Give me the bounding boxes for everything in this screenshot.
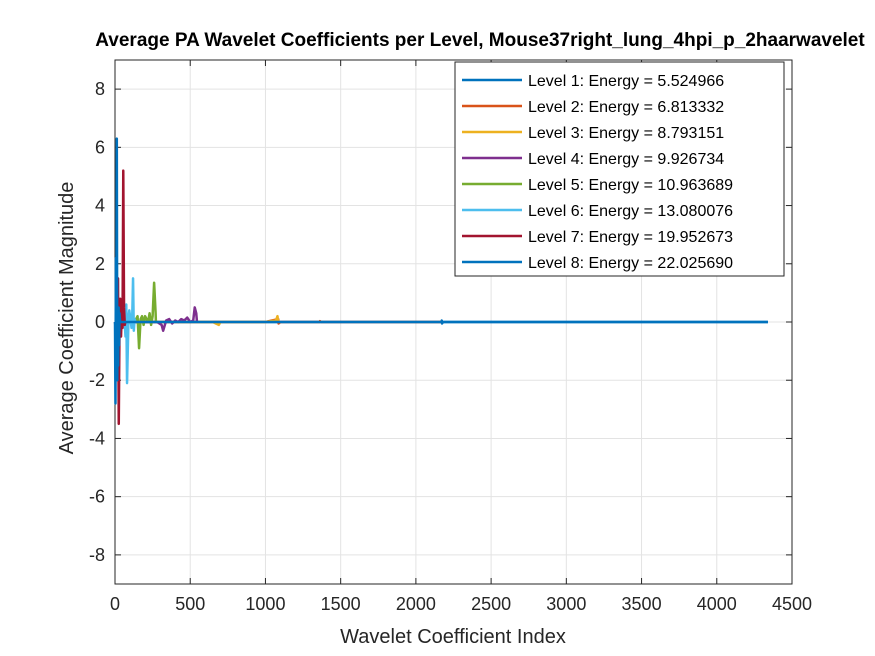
- legend-entry: Level 2: Energy = 6.813332: [528, 99, 724, 116]
- legend-items: Level 1: Energy = 5.524966 Level 2: Energ…: [462, 73, 733, 272]
- legend-entry: Level 7: Energy = 19.952673: [528, 229, 733, 246]
- y-tick-label: 4: [95, 196, 105, 216]
- legend-entry: Level 4: Energy = 9.926734: [528, 151, 724, 168]
- x-tick-label: 4500: [772, 594, 812, 614]
- x-tick-label: 1000: [245, 594, 285, 614]
- y-axis-label: Average Coefficient Magnitude: [56, 182, 78, 455]
- x-tick-label: 2000: [396, 594, 436, 614]
- y-tick-label: 6: [95, 137, 105, 157]
- chart-title: Average PA Wavelet Coefficients per Leve…: [95, 30, 865, 51]
- x-tick-label: 500: [175, 594, 205, 614]
- x-tick-label: 2500: [471, 594, 511, 614]
- legend-entry: Level 6: Energy = 13.080076: [528, 203, 733, 220]
- x-tick-label: 1500: [321, 594, 361, 614]
- x-tick-label: 4000: [697, 594, 737, 614]
- x-tick-label: 0: [110, 594, 120, 614]
- series-line-level-5: [115, 281, 158, 350]
- legend-entry: Level 3: Energy = 8.793151: [528, 125, 724, 142]
- y-tick-label: -2: [89, 370, 105, 390]
- legend-entry: Level 5: Energy = 10.963689: [528, 177, 733, 194]
- y-tick-label: 8: [95, 79, 105, 99]
- y-tick-label: -4: [89, 428, 105, 448]
- x-tick-label: 3000: [546, 594, 586, 614]
- series-line-level-8: [113, 137, 768, 405]
- y-tick-label: 0: [95, 312, 105, 332]
- y-tick-label: -8: [89, 545, 105, 565]
- x-axis-label: Wavelet Coefficient Index: [340, 626, 566, 648]
- series-lines: [113, 137, 768, 426]
- legend-entry: Level 8: Energy = 22.025690: [528, 255, 733, 272]
- legend: Level 1: Energy = 5.524966 Level 2: Energ…: [454, 61, 785, 277]
- y-tick-label: 2: [95, 254, 105, 274]
- y-tick-label: -6: [89, 487, 105, 507]
- legend-box: [454, 61, 785, 277]
- legend-entry: Level 1: Energy = 5.524966: [528, 73, 724, 90]
- x-tick-labels: 0 500 1000 1500 2000 2500 3000 3500 4000 4500: [110, 594, 812, 614]
- y-tick-labels: 8 6 4 2 0 -2 -4 -6 -8: [89, 79, 105, 565]
- x-tick-label: 3500: [622, 594, 662, 614]
